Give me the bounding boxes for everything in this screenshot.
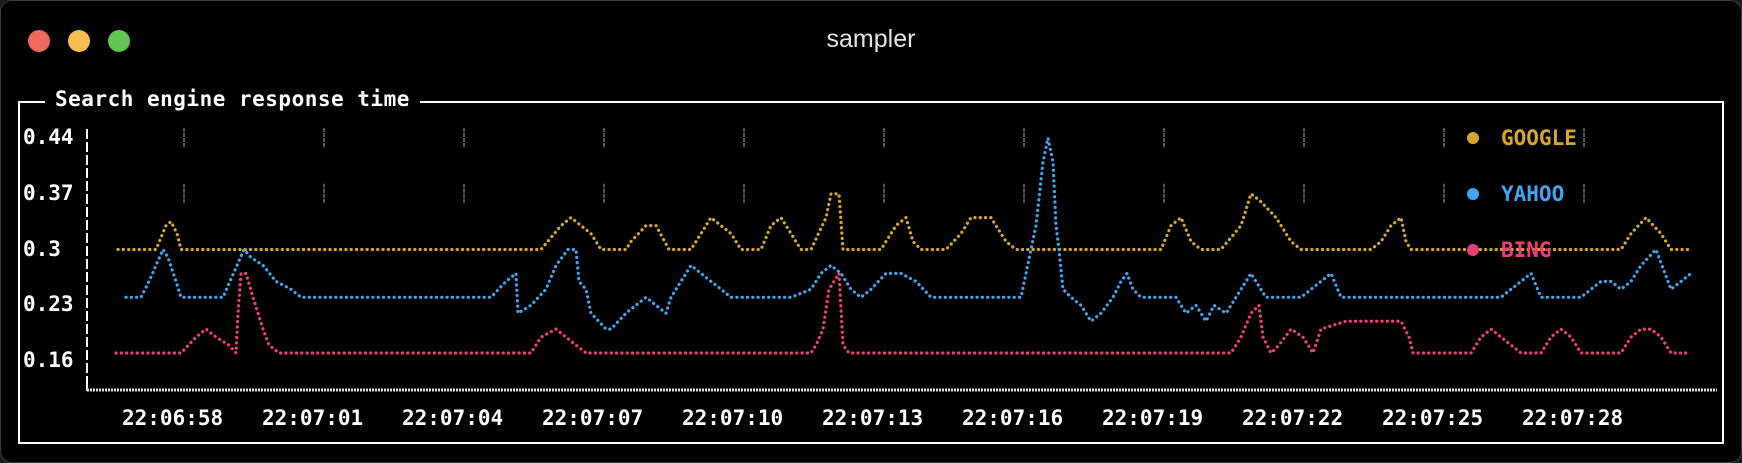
x-tick-label: 22:07:16 <box>962 406 1064 430</box>
grid-lines <box>183 128 1585 204</box>
legend-label: YAHOO <box>1501 182 1565 206</box>
x-tick-label: 22:07:07 <box>542 406 644 430</box>
y-tick-label: 0.37 <box>23 181 74 205</box>
minimize-button[interactable] <box>68 30 90 52</box>
title-bar: sampler <box>1 1 1741 79</box>
y-tick-label: 0.44 <box>23 125 74 149</box>
x-tick-label: 22:07:13 <box>822 406 924 430</box>
legend-dot-icon <box>1467 244 1479 256</box>
legend-label: BING <box>1501 238 1552 262</box>
x-tick-label: 22:07:25 <box>1382 406 1484 430</box>
maximize-button[interactable] <box>108 30 130 52</box>
series-google <box>116 191 1693 252</box>
series-lines <box>114 137 1693 357</box>
series-bing <box>114 268 1693 357</box>
window-title: sampler <box>826 25 916 53</box>
y-tick-label: 0.23 <box>23 292 74 316</box>
panel-title: Search engine response time <box>45 87 420 111</box>
x-tick-label: 22:07:01 <box>262 406 364 430</box>
legend-item-bing: BING <box>1467 236 1552 264</box>
legend-item-yahoo: YAHOO <box>1467 180 1564 208</box>
x-tick-label: 22:07:04 <box>402 406 504 430</box>
close-button[interactable] <box>28 30 50 52</box>
y-tick-label: 0.16 <box>23 348 74 372</box>
x-tick-label: 22:07:19 <box>1102 406 1204 430</box>
legend-dot-icon <box>1467 188 1479 200</box>
x-tick-label: 22:06:58 <box>122 406 224 430</box>
series-yahoo <box>124 137 1693 331</box>
y-tick-label: 0.3 <box>23 237 61 261</box>
legend-label: GOOGLE <box>1501 126 1577 150</box>
legend-dot-icon <box>1467 132 1479 144</box>
x-tick-label: 22:07:22 <box>1242 406 1344 430</box>
axes <box>86 129 1717 392</box>
x-tick-label: 22:07:10 <box>682 406 784 430</box>
legend-item-google: GOOGLE <box>1467 124 1577 152</box>
chart-panel <box>18 101 1724 444</box>
x-tick-label: 22:07:28 <box>1522 406 1624 430</box>
